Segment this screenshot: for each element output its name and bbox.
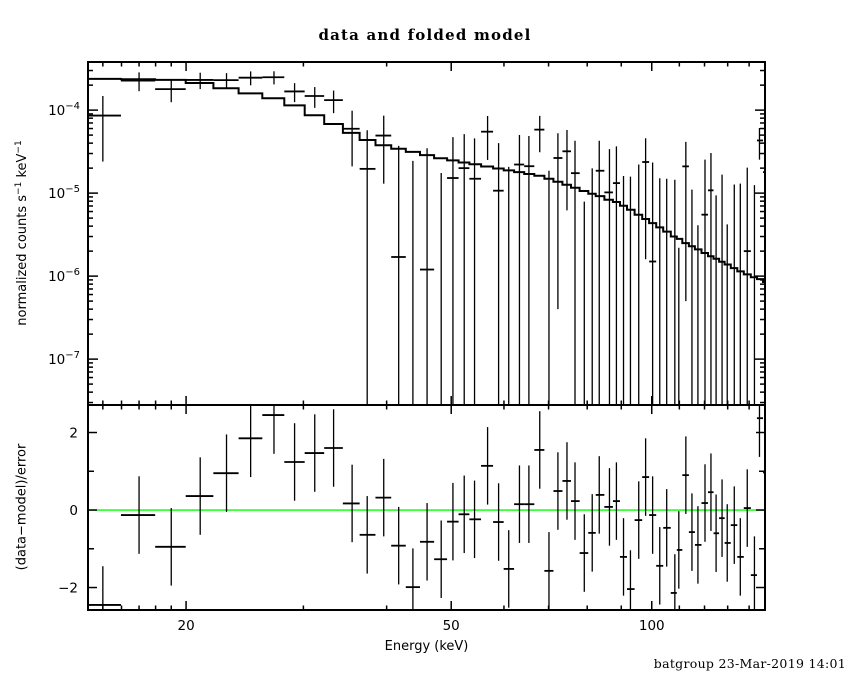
model-step-line [88, 77, 765, 283]
y-axis-label-top: normalized counts s−1 keV−1 [13, 140, 31, 326]
svg-text:10−4: 10−4 [48, 101, 80, 119]
svg-text:50: 50 [443, 618, 460, 634]
svg-text:−2: −2 [58, 581, 78, 597]
residual-data-points [88, 405, 765, 610]
axis-ticks [88, 62, 765, 610]
svg-text:10−7: 10−7 [48, 350, 80, 368]
svg-text:20: 20 [177, 618, 194, 634]
plot-title: data and folded model [318, 26, 532, 44]
spectrum-data-points [88, 71, 765, 405]
x-axis-label: Energy (keV) [384, 639, 469, 654]
svg-text:0: 0 [69, 503, 78, 519]
svg-text:10−6: 10−6 [48, 267, 80, 285]
svg-text:100: 100 [639, 618, 665, 634]
svg-text:10−5: 10−5 [48, 184, 80, 202]
panel-frames [87, 61, 766, 611]
svg-text:2: 2 [69, 426, 78, 442]
y-axis-label-bottom: (data−model)/error [14, 443, 30, 571]
plot-timestamp: batgroup 23-Mar-2019 14:01 [653, 656, 846, 671]
